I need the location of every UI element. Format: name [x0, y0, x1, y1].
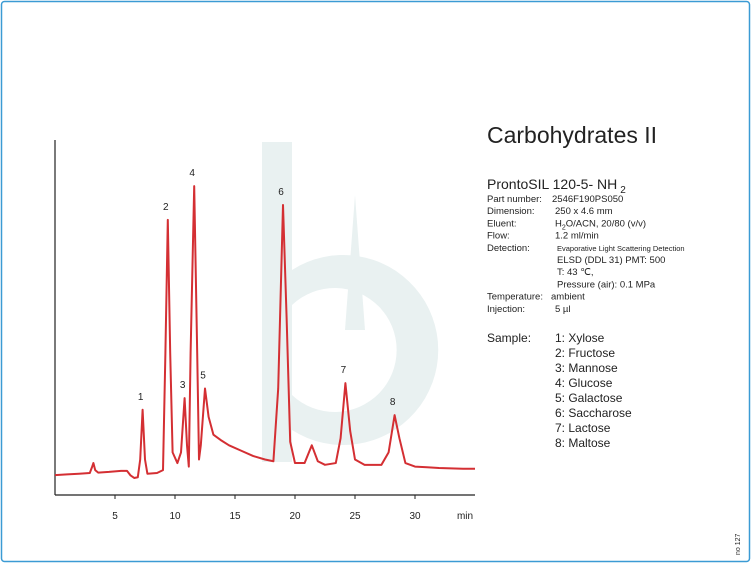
row-value-line: ELSD (DDL 31) PMT: 500 [557, 255, 665, 266]
row-value: Evaporative Light Scattering Detection [557, 244, 685, 253]
peak-label: 6 [278, 187, 284, 198]
x-tick-label: 25 [349, 511, 361, 522]
row-label: Part number: [487, 194, 542, 205]
peak-label: 5 [200, 371, 206, 382]
peak-label: 8 [390, 397, 396, 408]
x-axis-label: min [457, 511, 473, 522]
sample: 8: Maltose [555, 436, 611, 450]
peak-label: 2 [163, 202, 169, 213]
row-value: 1.2 ml/min [555, 231, 599, 242]
x-tick-label: 15 [229, 511, 241, 522]
column-sub: 2 [620, 185, 626, 196]
row-value: ambient [551, 292, 585, 303]
row-value: 250 x 4.6 mm [555, 206, 613, 217]
column-name: ProntoSIL 120-5- NH 2 [487, 176, 626, 196]
code: no 127 [735, 533, 742, 555]
sample: 6: Saccharose [555, 406, 632, 420]
sample: 2: Fructose [555, 346, 615, 360]
row-value: 5 µl [555, 304, 571, 315]
peak-label: 4 [189, 168, 195, 179]
x-tick-label: 30 [409, 511, 421, 522]
title: Carbohydrates II [487, 122, 657, 148]
peak-label: 3 [180, 380, 186, 391]
row-label: Dimension: [487, 206, 535, 217]
x-tick-label: 20 [289, 511, 301, 522]
row-value-line: Pressure (air): 0.1 MPa [557, 279, 656, 290]
column-text: ProntoSIL 120-5- NH [487, 176, 617, 192]
row-label: Temperature: [487, 292, 543, 303]
peak-label: 1 [138, 392, 144, 403]
row-label: Flow: [487, 231, 510, 242]
trace [54, 185, 475, 479]
row-value-line: T: 43 ℃, [557, 267, 594, 278]
sample: 1: Xylose [555, 331, 605, 345]
x-tick-label: 10 [169, 511, 181, 522]
row-value: H2O/ACN, 20/80 (v/v) [555, 218, 646, 231]
sample: 7: Lactose [555, 421, 611, 435]
sample-label: Sample: [487, 331, 531, 345]
sample: 4: Glucose [555, 376, 613, 390]
peak-label: 7 [341, 365, 347, 376]
x-tick-label: 5 [112, 511, 118, 522]
row-value: 2546F190PS050 [552, 194, 623, 205]
row-label: Eluent: [487, 218, 517, 229]
sample: 3: Mannose [555, 361, 618, 375]
value-sub: 2 [562, 224, 566, 231]
value-rest: O/ACN, 20/80 (v/v) [566, 218, 646, 229]
sample: 5: Galactose [555, 391, 623, 405]
row-label: Injection: [487, 304, 525, 315]
value-text: H [555, 218, 562, 229]
row-label: Detection: [487, 243, 530, 254]
